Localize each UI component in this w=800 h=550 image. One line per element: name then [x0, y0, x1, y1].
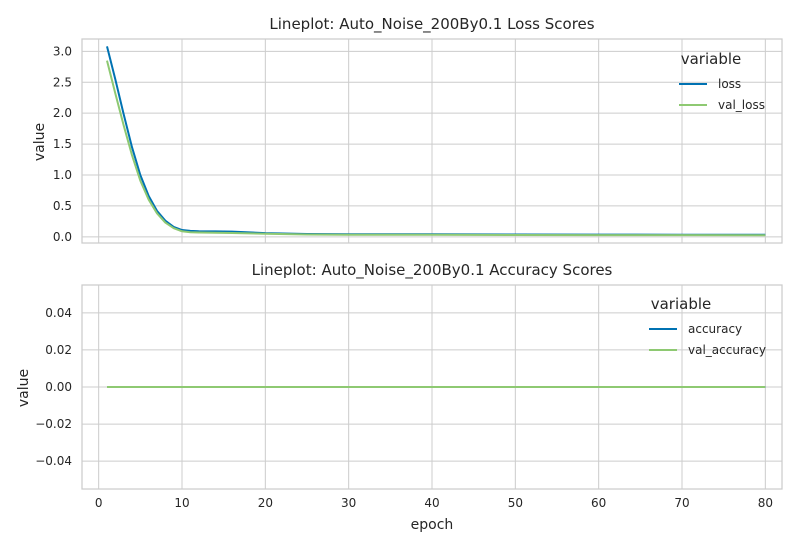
accuracy-chart-y-ticks: −0.04 −0.02 0.00 0.02 0.04 — [35, 306, 72, 468]
loss-chart-grid — [82, 39, 782, 243]
y-tick-label: 3.0 — [53, 44, 72, 58]
y-tick-label: −0.02 — [35, 417, 72, 431]
legend-title: variable — [681, 50, 742, 68]
x-tick-label: 20 — [258, 496, 273, 510]
x-tick-label: 0 — [95, 496, 103, 510]
y-tick-label: 0.04 — [45, 306, 72, 320]
loss-chart-legend: variable loss val_loss — [679, 50, 765, 112]
x-tick-label: 50 — [508, 496, 523, 510]
y-tick-label: 0.00 — [45, 380, 72, 394]
loss-chart: Lineplot: Auto_Noise_200By0.1 Loss Score… — [32, 15, 783, 244]
y-tick-label: 0.0 — [53, 230, 72, 244]
x-tick-label: 40 — [424, 496, 439, 510]
accuracy-chart-ylabel: value — [16, 369, 32, 407]
y-tick-label: 2.0 — [53, 106, 72, 120]
legend-label: loss — [718, 77, 741, 91]
x-tick-label: 60 — [591, 496, 606, 510]
legend-label: val_accuracy — [688, 343, 766, 357]
loss-chart-y-ticks: 0.0 0.5 1.0 1.5 2.0 2.5 3.0 — [53, 44, 72, 243]
y-tick-label: 0.5 — [53, 199, 72, 213]
accuracy-chart: Lineplot: Auto_Noise_200By0.1 Accuracy S… — [16, 261, 783, 533]
legend-label: accuracy — [688, 322, 742, 336]
x-tick-label: 30 — [341, 496, 356, 510]
loss-chart-frame — [81, 38, 783, 244]
accuracy-chart-title: Lineplot: Auto_Noise_200By0.1 Accuracy S… — [252, 261, 613, 280]
x-tick-label: 70 — [674, 496, 689, 510]
y-tick-label: 1.0 — [53, 168, 72, 182]
legend-title: variable — [651, 295, 712, 313]
y-tick-label: 0.02 — [45, 343, 72, 357]
loss-chart-ylabel: value — [32, 123, 48, 161]
y-tick-label: 1.5 — [53, 137, 72, 151]
y-tick-label: 2.5 — [53, 75, 72, 89]
accuracy-chart-xlabel: epoch — [411, 517, 454, 533]
x-tick-label: 10 — [174, 496, 189, 510]
series-loss-line — [106, 46, 766, 236]
accuracy-chart-legend: variable accuracy val_accuracy — [649, 295, 766, 357]
accuracy-chart-x-ticks: 0 10 20 30 40 50 60 70 80 — [95, 496, 773, 510]
series-val_loss-line — [106, 60, 766, 237]
accuracy-chart-frame — [81, 284, 783, 490]
x-tick-label: 80 — [758, 496, 773, 510]
loss-chart-title: Lineplot: Auto_Noise_200By0.1 Loss Score… — [269, 15, 594, 34]
legend-label: val_loss — [718, 98, 765, 112]
y-tick-label: −0.04 — [35, 454, 72, 468]
